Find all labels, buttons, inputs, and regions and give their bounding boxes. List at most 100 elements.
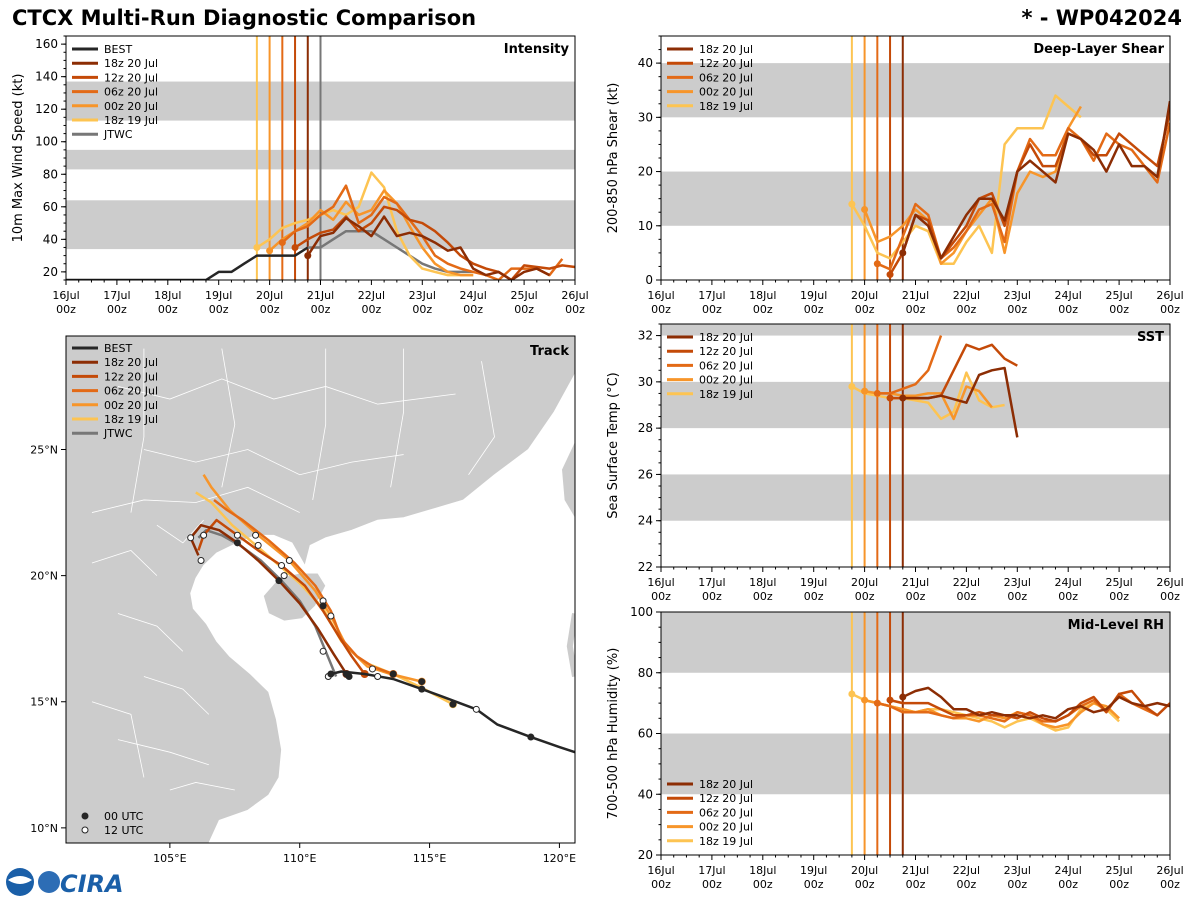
- dot-12utc: [187, 534, 195, 542]
- lat-tick-label: 25°N: [30, 444, 58, 457]
- series-line: [902, 686, 1170, 720]
- x-tick-sublabel: 00z: [107, 303, 127, 316]
- y-tick-label: 140: [35, 70, 58, 84]
- panel-rh: 2040608010016Jul00z17Jul00z18Jul00z19Jul…: [606, 605, 1184, 891]
- shade-band: [661, 474, 1170, 521]
- y-tick-label: 20: [43, 265, 58, 279]
- x-tick-label: 21Jul: [902, 864, 929, 877]
- init-marker: [899, 249, 907, 257]
- init-marker: [291, 243, 299, 251]
- shade-band: [661, 63, 1170, 118]
- x-tick-sublabel: 00z: [362, 303, 382, 316]
- series-line: [256, 171, 474, 277]
- x-tick-sublabel: 00z: [1007, 590, 1027, 603]
- x-tick-label: 19Jul: [800, 864, 827, 877]
- series-line: [902, 366, 1019, 438]
- x-tick-label: 21Jul: [902, 289, 929, 302]
- x-tick-label: 25Jul: [510, 289, 537, 302]
- x-tick-label: 24Jul: [1055, 576, 1082, 589]
- x-tick-label: 17Jul: [698, 576, 725, 589]
- dot-00utc: [418, 685, 426, 693]
- dot-12utc: [278, 562, 286, 570]
- legend-label: 12 UTC: [104, 824, 144, 837]
- x-tick-sublabel: 00z: [753, 590, 773, 603]
- dot-00utc: [233, 539, 241, 547]
- lat-tick-label: 10°N: [30, 822, 58, 835]
- x-tick-label: 19Jul: [205, 289, 232, 302]
- x-tick-sublabel: 00z: [565, 303, 585, 316]
- province-border: [156, 519, 204, 544]
- dot-12utc: [233, 531, 241, 539]
- x-tick-sublabel: 00z: [702, 590, 722, 603]
- y-tick-label: 20: [638, 848, 653, 862]
- x-tick-label: 19Jul: [800, 289, 827, 302]
- x-tick-label: 16Jul: [647, 864, 674, 877]
- dot-12utc: [280, 572, 288, 580]
- x-tick-label: 17Jul: [698, 864, 725, 877]
- x-tick-label: 18Jul: [154, 289, 181, 302]
- y-tick-label: 100: [35, 135, 58, 149]
- x-tick-label: 26Jul: [1156, 576, 1183, 589]
- x-tick-label: 17Jul: [103, 289, 130, 302]
- x-tick-label: 23Jul: [1004, 576, 1031, 589]
- x-tick-label: 19Jul: [800, 576, 827, 589]
- logo-seal: [38, 871, 60, 893]
- x-tick-label: 23Jul: [1004, 864, 1031, 877]
- shade-band: [661, 733, 1170, 795]
- y-tick-label: 120: [35, 102, 58, 116]
- track-line: [330, 670, 575, 754]
- init-marker: [873, 389, 881, 397]
- province-border: [468, 361, 495, 475]
- x-tick-sublabel: 00z: [1007, 303, 1027, 316]
- panel-title: SST: [1137, 330, 1164, 345]
- y-tick-label: 40: [638, 787, 653, 801]
- province-border: [91, 549, 158, 576]
- y-axis-label: Sea Surface Temp (°C): [606, 372, 621, 519]
- panel-title: Mid-Level RH: [1068, 618, 1164, 633]
- cira-logo: CIRA: [6, 868, 124, 898]
- y-tick-label: 32: [638, 329, 653, 343]
- y-tick-label: 80: [43, 167, 58, 181]
- province-border: [312, 348, 327, 501]
- x-tick-sublabel: 00z: [804, 878, 824, 891]
- track-line: [213, 499, 394, 676]
- province-border: [91, 486, 300, 513]
- x-tick-sublabel: 00z: [514, 303, 534, 316]
- series-line: [863, 105, 1082, 265]
- panel-track: 105°E 110°E 115°E 120°E 10°N 15°N 20°N 25°N Trac…: [30, 335, 576, 865]
- x-tick-sublabel: 00z: [209, 303, 229, 316]
- x-tick-sublabel: 00z: [651, 878, 671, 891]
- dot-00utc: [389, 670, 397, 678]
- logo-text: CIRA: [60, 870, 124, 898]
- lon-tick-label: 115°E: [413, 852, 446, 865]
- legend-label: 00z 20 Jul: [699, 821, 753, 834]
- x-tick-label: 21Jul: [902, 576, 929, 589]
- legend-label: 18z 19 Jul: [699, 100, 753, 113]
- y-tick-label: 0: [645, 273, 653, 287]
- init-marker: [873, 699, 881, 707]
- logo-wave: [8, 876, 32, 884]
- legend-label: 00z 20 Jul: [104, 100, 158, 113]
- x-tick-sublabel: 00z: [1160, 878, 1180, 891]
- dot-12utc: [197, 556, 205, 564]
- x-tick-sublabel: 00z: [906, 590, 926, 603]
- province-border: [143, 449, 404, 476]
- lon-tick-label: 120°E: [543, 852, 576, 865]
- x-tick-sublabel: 00z: [957, 878, 977, 891]
- x-tick-sublabel: 00z: [702, 303, 722, 316]
- legend-label: 12z 20 Jul: [699, 57, 753, 70]
- province-border: [117, 378, 456, 405]
- y-tick-label: 160: [35, 37, 58, 51]
- track-line: [197, 528, 338, 677]
- x-tick-sublabel: 00z: [1109, 303, 1129, 316]
- legend-label: 00z 20 Jul: [699, 86, 753, 99]
- dot-00utc: [449, 700, 457, 708]
- y-tick-label: 28: [638, 421, 653, 435]
- y-axis-label: 10m Max Wind Speed (kt): [11, 74, 26, 243]
- lat-tick-label: 15°N: [30, 696, 58, 709]
- x-tick-sublabel: 00z: [1109, 590, 1129, 603]
- legend-label: 12z 20 Jul: [104, 370, 158, 383]
- map-frame: [65, 335, 576, 844]
- legend-label: 00z 20 Jul: [104, 399, 158, 412]
- track-line: [189, 523, 348, 675]
